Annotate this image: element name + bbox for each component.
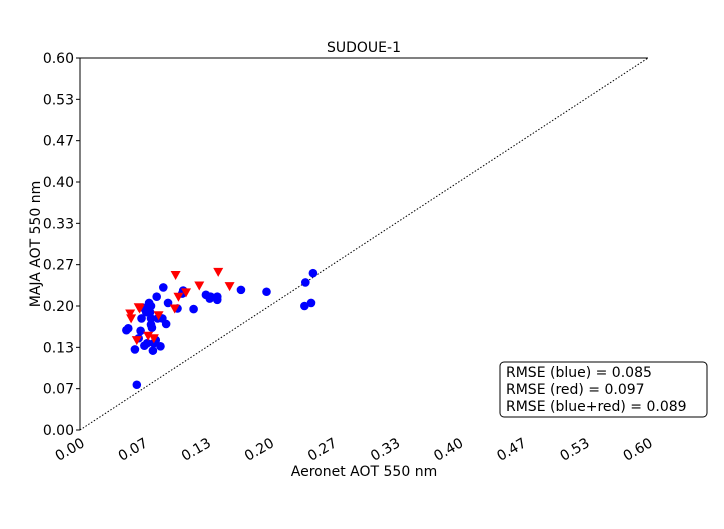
blue-circle-point xyxy=(156,342,165,351)
blue-circle-point xyxy=(142,338,152,348)
x-tick-label: 0.27 xyxy=(305,435,340,464)
x-axis-label: Aeronet AOT 550 nm xyxy=(291,464,437,480)
red-triangle-point xyxy=(126,314,137,324)
blue-circle-point xyxy=(148,346,158,355)
red-triangle-point xyxy=(169,304,180,314)
blue-circle-point xyxy=(262,287,271,297)
blue-circle-point xyxy=(308,268,318,278)
red-triangle-point xyxy=(153,311,164,321)
one-to-one-line xyxy=(79,57,649,431)
y-axis-label: MAJA AOT 550 nm xyxy=(28,181,44,308)
x-tick-label: 0.13 xyxy=(179,435,214,464)
blue-circle-point xyxy=(159,283,168,292)
red-triangle-point xyxy=(181,288,192,298)
y-tick-label: 0.40 xyxy=(43,175,74,191)
blue-circle-point xyxy=(146,301,156,311)
blue-circle-point xyxy=(212,292,222,302)
blue-circle-point xyxy=(189,304,198,314)
red-triangle-point xyxy=(125,309,136,319)
rmse-legend-frame xyxy=(499,361,708,418)
y-tick-label: 0.33 xyxy=(43,216,74,232)
chart-title: SUDOUE-1 xyxy=(327,40,401,56)
y-tick-label: 0.27 xyxy=(43,258,74,274)
red-triangle-point xyxy=(213,267,224,277)
blue-circle-point xyxy=(146,314,156,323)
blue-circle-point xyxy=(130,345,140,354)
y-tick-label: 0.13 xyxy=(43,340,74,356)
red-triangle-point xyxy=(143,331,154,341)
blue-circle-point xyxy=(147,323,157,333)
y-tick-label: 0.60 xyxy=(43,51,74,67)
x-tick-label: 0.40 xyxy=(431,435,466,464)
blue-circle-point xyxy=(132,380,142,390)
blue-circle-point xyxy=(136,326,145,336)
x-tick-label: 0.33 xyxy=(368,435,403,464)
y-tick-label: 0.53 xyxy=(43,92,74,108)
x-tick-label: 0.20 xyxy=(242,435,277,464)
blue-circle-point xyxy=(236,285,246,295)
y-tick-label: 0.07 xyxy=(43,382,74,398)
blue-circle-point xyxy=(152,292,161,302)
rmse-combined-text: RMSE (blue+red) = 0.089 xyxy=(506,399,687,415)
blue-circle-point xyxy=(206,292,215,302)
red-triangle-point xyxy=(173,292,184,302)
red-triangle-point xyxy=(170,271,181,280)
blue-circle-point xyxy=(301,278,310,287)
red-triangle-point xyxy=(134,304,145,314)
blue-circle-point xyxy=(161,319,171,329)
x-tick-label: 0.47 xyxy=(494,435,529,464)
red-triangle-point xyxy=(148,334,159,344)
red-triangle-point xyxy=(194,281,205,291)
blue-circle-point xyxy=(300,301,309,311)
x-tick-label: 0.00 xyxy=(53,435,88,464)
blue-circle-point xyxy=(123,324,133,333)
x-tick-label: 0.53 xyxy=(557,435,592,464)
red-triangle-point xyxy=(224,282,235,292)
blue-circle-point xyxy=(137,314,146,323)
rmse-legend-box: RMSE (blue) = 0.085 RMSE (red) = 0.097 R… xyxy=(499,361,708,418)
y-tick-label: 0.20 xyxy=(43,299,74,315)
y-tick-label: 0.47 xyxy=(43,134,74,150)
y-tick-label: 0.00 xyxy=(43,423,74,439)
rmse-blue-text: RMSE (blue) = 0.085 xyxy=(506,365,652,381)
x-tick-label: 0.07 xyxy=(116,435,151,464)
rmse-red-text: RMSE (red) = 0.097 xyxy=(506,382,645,398)
red-triangle-point xyxy=(131,336,142,346)
x-tick-label: 0.60 xyxy=(621,435,656,464)
blue-circle-point xyxy=(306,298,316,308)
